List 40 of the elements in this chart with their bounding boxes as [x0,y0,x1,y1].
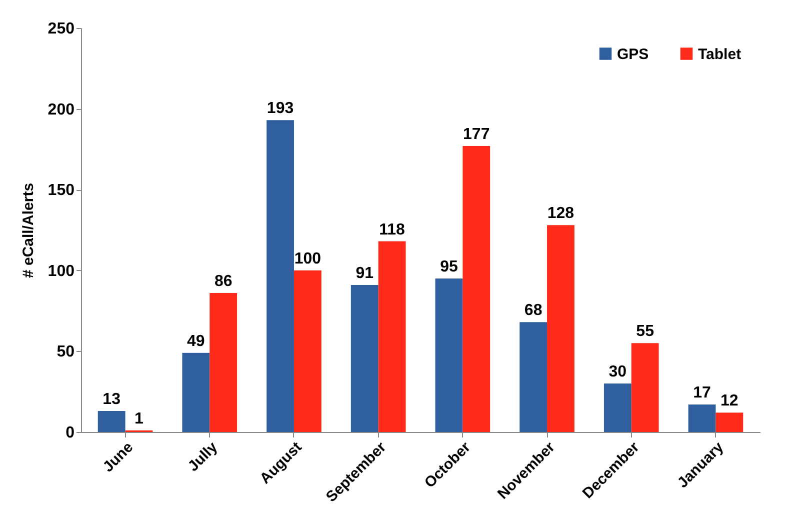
data-label: 193 [266,100,294,118]
bar [266,120,294,432]
data-label: 95 [440,258,458,276]
bar [547,225,574,432]
data-label: 49 [187,332,205,350]
data-label: 91 [356,264,374,282]
data-label: 86 [214,273,232,290]
bar [350,284,378,432]
y-tick-label: 150 [48,182,75,200]
y-tick-label: 0 [66,424,75,442]
data-label: 12 [720,392,738,410]
bar [435,278,463,432]
data-label: 177 [463,126,490,143]
bar [98,410,126,432]
y-tick-label: 200 [48,101,75,118]
bar [716,412,744,432]
bar [688,404,716,432]
bar [294,270,322,432]
y-tick-label: 100 [48,262,75,280]
data-label: 100 [294,250,322,268]
data-label: 128 [547,205,574,222]
data-label: 1 [134,410,144,428]
data-label: 30 [608,364,627,381]
y-tick-label: 250 [48,20,75,38]
legend-label: GPS [617,46,649,63]
data-label: 55 [636,323,654,340]
legend-label: Tablet [698,46,742,63]
y-axis-title: # eCall/Alerts [20,182,37,278]
data-label: 68 [524,302,542,320]
data-label: 13 [102,390,121,408]
bar [182,352,210,432]
bar [604,384,632,432]
bar [520,322,548,432]
bar [462,146,490,432]
bar [631,343,659,432]
bar [210,293,238,432]
data-label: 118 [379,221,406,238]
y-tick-label: 50 [56,344,75,361]
data-label: 17 [693,384,712,402]
bar [378,241,406,432]
